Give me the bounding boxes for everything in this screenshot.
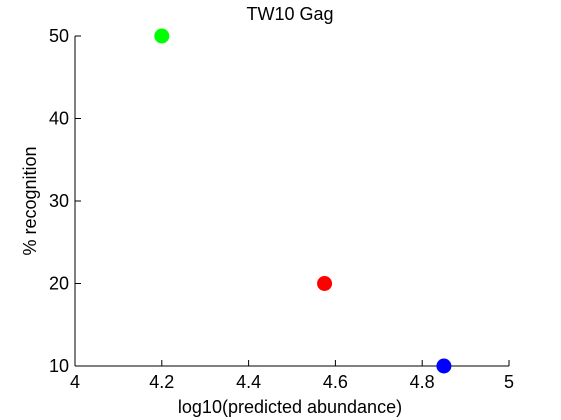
y-tick-label: 10 [49, 356, 69, 376]
x-tick-label: 4 [70, 372, 80, 392]
data-point [154, 28, 170, 44]
x-tick-label: 4.4 [236, 372, 261, 392]
y-tick-label: 20 [49, 274, 69, 294]
data-points [154, 28, 452, 374]
x-tick-label: 5 [504, 372, 514, 392]
y-tick-label: 30 [49, 191, 69, 211]
chart-title: TW10 Gag [246, 4, 333, 24]
y-tick-label: 40 [49, 109, 69, 129]
x-tick-label: 4.2 [149, 372, 174, 392]
data-point [436, 358, 452, 374]
data-point [317, 276, 333, 291]
x-tick-label: 4.6 [323, 372, 348, 392]
axis-ticks: 4 4.2 4.4 4.6 4.8 5 10 20 30 40 50 [49, 26, 514, 392]
y-axis-label: % recognition [20, 146, 40, 255]
x-tick-label: 4.8 [410, 372, 435, 392]
x-axis-label: log10(predicted abundance) [178, 397, 402, 417]
y-tick-label: 50 [49, 26, 69, 46]
